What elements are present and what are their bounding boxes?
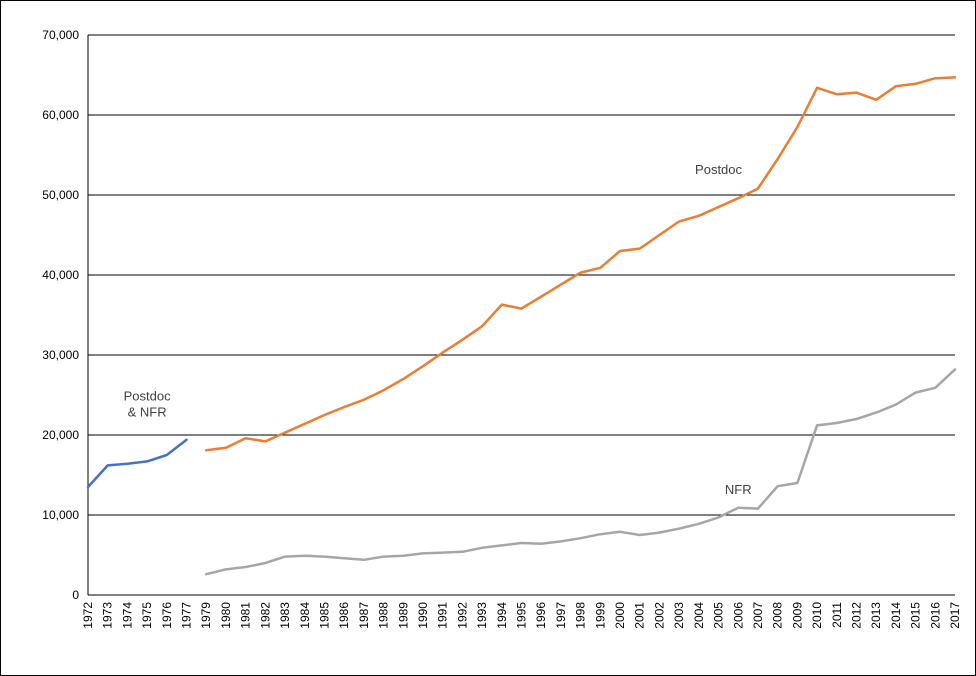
y-axis-label: 10,000 [42,508,79,522]
x-axis-label: 1974 [120,602,134,629]
x-axis-label: 1988 [377,602,391,629]
series-line-postdoc [204,76,957,452]
x-axis-label: 2005 [712,602,726,629]
y-axis-label: 40,000 [42,268,79,282]
gridlines [88,34,955,596]
x-axis-label: 1996 [534,602,548,629]
x-axis-label: 1983 [278,602,292,629]
x-axis-label: 1995 [515,602,529,629]
x-axis-label: 1975 [140,602,154,629]
x-axis-label: 2000 [613,602,627,629]
x-axis-label: 1989 [396,602,410,629]
x-axis-label: 1984 [298,602,312,629]
x-axis-label: 2014 [889,602,903,629]
x-axis-labels: 1972 1973 1974 1975 1976 1977 1979 1980 1981 1982… [81,602,962,629]
x-axis-label: 1997 [554,602,568,629]
x-axis-label: 1991 [436,602,450,629]
x-axis-label: 1982 [258,602,272,629]
x-axis-label: 2012 [849,602,863,629]
x-axis-label: 2001 [633,602,647,629]
y-axis-label: 0 [72,588,79,602]
x-axis-label: 2006 [731,602,745,629]
y-axis-label: 50,000 [42,188,79,202]
y-axis-label: 30,000 [42,348,79,362]
x-axis-label: 2010 [810,602,824,629]
x-axis-label: 1987 [357,602,371,629]
x-axis-label: 2011 [830,602,844,628]
annotation-postdoc-nfr: Postdoc & NFR [124,389,171,420]
x-axis-label: 2016 [928,602,942,629]
annotation-postdoc: Postdoc [695,162,742,177]
x-axis-label: 2004 [692,602,706,629]
x-axis-label: 1981 [239,602,253,629]
x-axis-label: 1999 [593,602,607,629]
x-axis-label: 1990 [416,602,430,629]
y-axis-label: 20,000 [42,428,79,442]
x-axis-label: 2013 [869,602,883,629]
x-axis-label: 1992 [455,602,469,629]
x-axis-label: 2015 [909,602,923,629]
y-axis-label: 70,000 [42,28,79,42]
x-axis-label: 1994 [495,602,509,629]
annotation-nfr: NFR [725,482,752,497]
x-axis-label: 1985 [317,602,331,629]
x-axis-label: 1980 [219,602,233,629]
x-axis-label: 1972 [81,602,95,629]
series-line-postdoc-nfr [86,438,188,489]
y-axis-label: 60,000 [42,108,79,122]
x-axis-label: 1998 [574,602,588,629]
x-axis-label: 1979 [199,602,213,629]
x-axis-label: 2002 [652,602,666,629]
x-axis-label: 2008 [771,602,785,629]
y-axis-labels: 0 10,000 20,000 30,000 40,000 50,000 60,000 70,… [42,28,79,602]
series-line-nfr [204,368,957,576]
x-axis-label: 2009 [790,602,804,629]
x-axis-label: 2017 [948,602,962,629]
x-axis-label: 1993 [475,602,489,629]
x-axis-label: 2007 [751,602,765,629]
x-axis-label: 1977 [180,602,194,629]
x-axis-label: 1973 [101,602,115,629]
x-axis-label: 1976 [160,602,174,629]
x-axis-label: 2003 [672,602,686,629]
x-axis-label: 1986 [337,602,351,629]
